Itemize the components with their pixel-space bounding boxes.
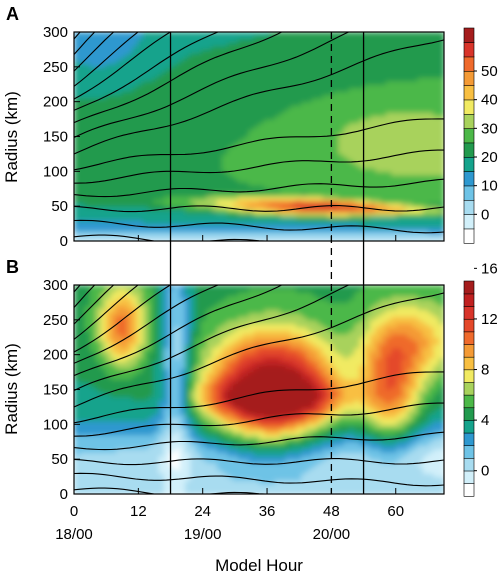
- colorbar-swatch: [463, 27, 475, 43]
- panel-a: A 0 50 100 150 200 250 300 Radius (km) 0 10 20 30…: [2, 4, 498, 250]
- colorbar-tick-label: 10: [481, 178, 498, 195]
- colorbar-swatch: [463, 142, 475, 158]
- y-tick-label: 300: [43, 24, 68, 41]
- colorbar-swatch: [463, 85, 475, 101]
- y-tick-label: 100: [43, 163, 68, 180]
- colorbar-tick-label: 12: [481, 311, 498, 328]
- panel-b-colorbar: 0 4 8 12 16: [463, 260, 498, 497]
- panel-b-y-label: Radius (km): [2, 343, 21, 435]
- colorbar-swatch: [463, 280, 475, 295]
- y-tick-label: 0: [60, 233, 68, 250]
- colorbar-tick-label: 0: [481, 206, 489, 223]
- x-date-label: 19/00: [184, 526, 222, 543]
- colorbar-tick-label: 0: [481, 463, 489, 480]
- x-tick-label: 60: [387, 503, 404, 520]
- colorbar-swatch: [463, 70, 475, 86]
- colorbar-tick-label: 20: [481, 149, 498, 166]
- colorbar-swatch: [463, 293, 475, 307]
- y-tick-label: 50: [51, 451, 68, 468]
- colorbar-tick-label: 30: [481, 120, 498, 137]
- x-tick-label: 0: [70, 503, 78, 520]
- colorbar-tick-label: 40: [481, 92, 498, 109]
- colorbar-swatch: [463, 369, 475, 383]
- panel-b-contours: [74, 285, 444, 494]
- colorbar-swatch: [463, 457, 475, 472]
- y-tick-label: 0: [60, 486, 68, 503]
- colorbar-tick-label: 4: [481, 412, 489, 429]
- x-tick-label: 24: [194, 503, 211, 520]
- colorbar-swatch: [463, 228, 475, 244]
- colorbar-tick-label: 8: [481, 362, 489, 379]
- colorbar-swatch: [463, 56, 475, 72]
- colorbar-swatch: [463, 214, 475, 230]
- colorbar-swatch: [463, 483, 475, 497]
- panel-a-letter: A: [6, 4, 19, 24]
- colorbar-tick-label: 50: [481, 63, 498, 80]
- y-tick-label: 200: [43, 94, 68, 111]
- x-tick-label: 36: [259, 503, 276, 520]
- panel-b-y-axis: 0 50 100 150 200 250 300: [43, 277, 397, 503]
- colorbar-swatch: [463, 113, 475, 129]
- panel-a-shaded-field: [74, 32, 444, 241]
- y-tick-label: 150: [43, 382, 68, 399]
- colorbar-swatch: [463, 99, 475, 115]
- colorbar-tick-label: 16: [481, 260, 498, 277]
- x-tick-label: 12: [130, 503, 147, 520]
- colorbar-swatch: [463, 343, 475, 358]
- colorbar-swatch: [463, 432, 475, 447]
- colorbar-swatch: [463, 419, 475, 434]
- x-date-label: 18/00: [55, 526, 93, 543]
- colorbar-swatch: [463, 128, 475, 144]
- panel-a-contours: [74, 32, 444, 241]
- panel-a-y-label: Radius (km): [2, 91, 21, 183]
- x-axis-label: Model Hour: [215, 556, 303, 575]
- x-date-label: 20/00: [313, 526, 351, 543]
- colorbar-swatch: [463, 407, 475, 421]
- panel-b: B 0 50 100 150 200 250 300 Radius (km) 0 4 8 12 16: [2, 257, 498, 503]
- panel-b-letter: B: [6, 257, 19, 277]
- x-axis: 0 12 24 36 48 60 18/00 19/00 20/00: [55, 503, 404, 543]
- event-time-lines: [169, 32, 365, 494]
- x-tick-label: 48: [323, 503, 340, 520]
- y-tick-label: 250: [43, 312, 68, 329]
- y-tick-label: 50: [51, 198, 68, 215]
- y-tick-label: 100: [43, 416, 68, 433]
- colorbar-swatch: [463, 42, 475, 58]
- colorbar-swatch: [463, 356, 475, 371]
- colorbar-swatch: [463, 394, 475, 409]
- colorbar-swatch: [463, 171, 475, 187]
- colorbar-swatch: [463, 199, 475, 215]
- colorbar-swatch: [463, 305, 475, 320]
- colorbar-swatch: [463, 318, 475, 333]
- colorbar-swatch: [463, 185, 475, 201]
- y-tick-label: 150: [43, 129, 68, 146]
- colorbar-swatch: [463, 156, 475, 172]
- y-tick-label: 200: [43, 347, 68, 364]
- y-tick-label: 300: [43, 277, 68, 294]
- colorbar-swatch: [463, 470, 475, 484]
- panel-a-colorbar: 0 10 20 30 40 50: [463, 27, 498, 244]
- colorbar-swatch: [463, 381, 475, 396]
- panel-a-y-axis: 0 50 100 150 200 250 300: [43, 24, 397, 250]
- colorbar-swatch: [463, 445, 475, 459]
- colorbar-swatch: [463, 331, 475, 345]
- y-tick-label: 250: [43, 59, 68, 76]
